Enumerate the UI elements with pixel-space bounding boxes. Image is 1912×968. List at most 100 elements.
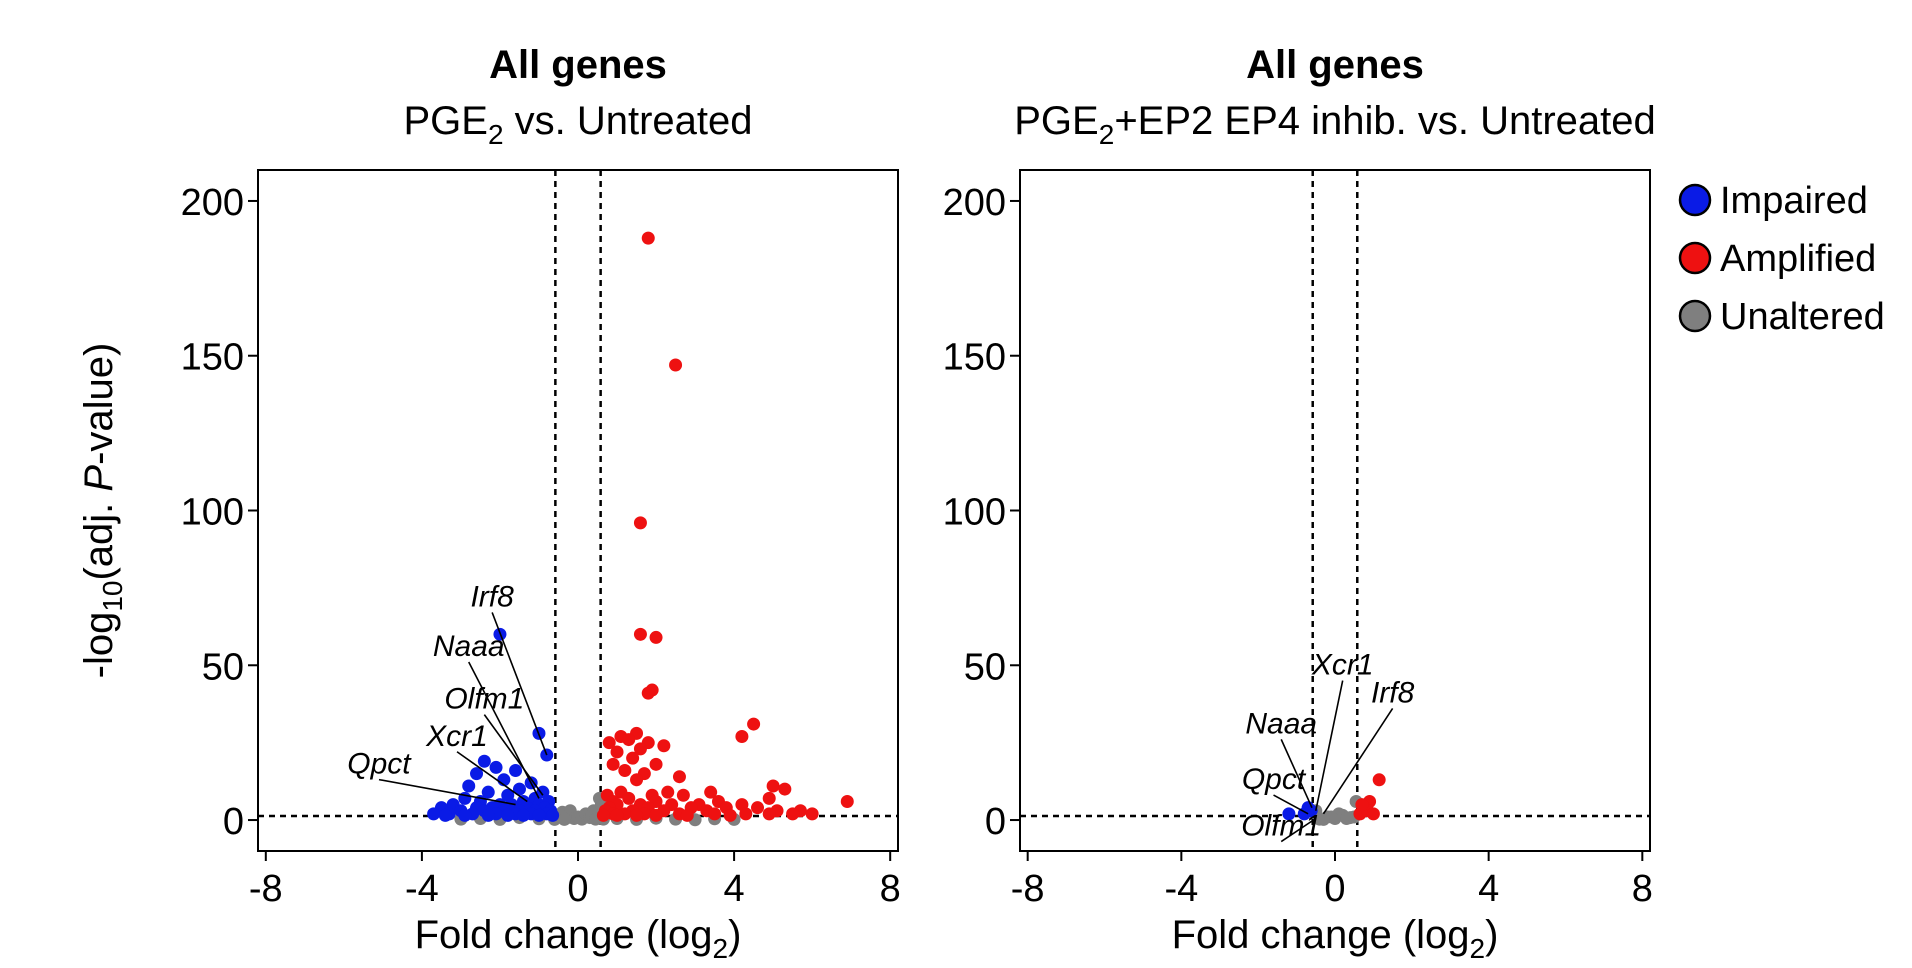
y-tick-label: 50 [202,646,244,688]
gene-label: Xcr1 [1311,649,1374,682]
y-tick-label: 150 [181,337,244,379]
x-tick-label: 4 [724,868,745,910]
point-impaired [516,808,530,822]
point-amplified [805,807,819,821]
point-amplified [840,794,854,808]
point-amplified [1355,798,1369,812]
series-amplified [1353,773,1386,821]
chart-subtitle: PGE2 vs. Untreated [403,99,752,150]
y-tick-label: 0 [223,801,244,843]
point-impaired [489,760,503,774]
gene-leader-line [1280,739,1313,808]
panel-right: All genes PGE2+EP2 EP4 inhib. vs. Untreat… [943,43,1656,964]
point-amplified [610,808,624,822]
gene-leader-line [1322,707,1394,815]
point-amplified [610,745,624,759]
x-tick-label: -4 [405,868,439,910]
point-amplified [630,808,644,822]
point-impaired [470,767,484,781]
y-axis-label: -log10(adj. P-value) [77,343,128,679]
point-impaired [481,785,495,799]
gene-leader-line [378,778,516,806]
point-amplified [762,791,776,805]
point-impaired [427,807,441,821]
point-impaired [509,764,523,778]
chart-title: All genes [1246,43,1424,87]
legend-marker-impaired [1678,183,1712,217]
point-amplified [778,782,792,796]
gene-leader-line [483,714,544,796]
point-amplified [680,808,694,822]
legend-marker-amplified [1678,241,1712,275]
legend-marker-unaltered [1678,299,1712,333]
gene-label: Naaa [433,630,505,663]
point-impaired [462,779,476,793]
point-amplified [739,807,753,821]
x-tick-label: 0 [1324,868,1345,910]
y-tick-label: 200 [943,182,1006,224]
plot-frame [1019,169,1651,852]
gene-leader-line [1273,794,1309,815]
point-amplified [1366,807,1380,821]
gene-label: Olfm1 [1241,810,1321,843]
y-tick-label: 100 [943,492,1006,534]
point-amplified [669,358,683,372]
point-amplified [676,788,690,802]
gene-leader-line [491,612,548,756]
x-tick-label: 8 [880,868,901,910]
point-unaltered [557,812,571,826]
point-amplified [649,757,663,771]
point-amplified [704,785,718,799]
panel-left: All genes PGE2 vs. Untreated -8 -4 0 4 8 0 50 100… [77,43,901,964]
point-amplified [786,807,800,821]
y-tick-label: 50 [964,646,1006,688]
y-tick-label: 100 [181,492,244,534]
point-amplified [641,231,655,245]
point-amplified [766,779,780,793]
x-tick-label: 8 [1632,868,1653,910]
point-amplified [622,791,636,805]
chart-title: All genes [489,43,667,87]
point-amplified [661,785,675,799]
point-amplified [626,751,640,765]
gene-label: Irf8 [470,580,514,613]
point-amplified [762,807,776,821]
point-impaired [477,754,491,768]
point-amplified [618,764,632,778]
point-amplified [649,808,663,822]
gene-leader-line [456,751,528,803]
point-amplified [672,770,686,784]
point-amplified [633,627,647,641]
gene-leader-line [468,661,540,799]
gene-label: Naaa [1245,707,1317,740]
point-amplified [751,801,765,815]
point-amplified [708,807,722,821]
point-amplified [657,739,671,753]
point-amplified [606,757,620,771]
point-unaltered [1316,812,1330,826]
y-tick-label: 200 [181,182,244,224]
series-amplified [596,231,854,822]
point-amplified [596,808,610,822]
point-impaired [481,808,495,822]
point-amplified [633,742,647,756]
x-tick-label: -8 [1011,868,1045,910]
series-impaired [427,627,560,822]
legend-label: Amplified [1720,238,1876,280]
legend-label: Unaltered [1720,296,1885,338]
legend-label: Impaired [1720,180,1868,222]
point-impaired [1282,807,1296,821]
point-impaired [546,808,560,822]
point-amplified [630,773,644,787]
point-amplified [735,729,749,743]
point-impaired [501,808,515,822]
x-axis-label: Fold change (log2) [1172,913,1499,964]
x-tick-label: -4 [1164,868,1198,910]
point-amplified [622,733,636,747]
gene-label: Qpct [1242,763,1307,796]
gene-label: Qpct [347,748,412,781]
point-amplified [723,808,737,822]
point-impaired [458,808,472,822]
point-impaired [532,808,546,822]
